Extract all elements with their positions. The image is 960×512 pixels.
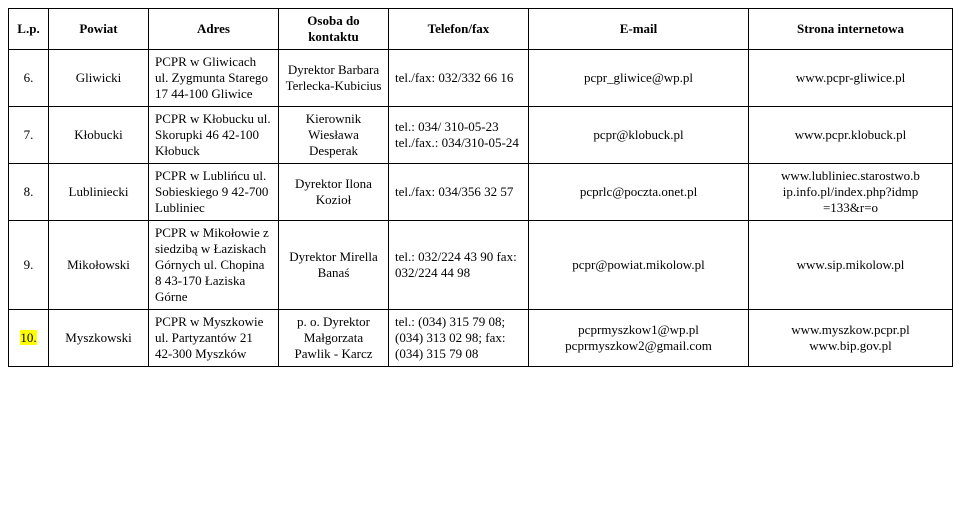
cell-lp: 8. — [9, 164, 49, 221]
cell-lp: 10. — [9, 310, 49, 367]
cell-osoba: Kierownik Wiesława Desperak — [279, 107, 389, 164]
cell-tel: tel./fax: 034/356 32 57 — [389, 164, 529, 221]
cell-powiat: Lubliniecki — [49, 164, 149, 221]
cell-powiat: Myszkowski — [49, 310, 149, 367]
cell-adres: PCPR w Myszkowie ul. Partyzantów 21 42-3… — [149, 310, 279, 367]
cell-adres: PCPR w Lublińcu ul. Sobieskiego 9 42-700… — [149, 164, 279, 221]
cell-adres: PCPR w Kłobucku ul. Skorupki 46 42-100 K… — [149, 107, 279, 164]
cell-strona: www.lubliniec.starostwo.b ip.info.pl/ind… — [749, 164, 953, 221]
cell-strona: www.myszkow.pcpr.pl www.bip.gov.pl — [749, 310, 953, 367]
table-row: 6. Gliwicki PCPR w Gliwicach ul. Zygmunt… — [9, 50, 953, 107]
cell-powiat: Gliwicki — [49, 50, 149, 107]
cell-tel: tel.: (034) 315 79 08; (034) 313 02 98; … — [389, 310, 529, 367]
cell-email: pcpr_gliwice@wp.pl — [529, 50, 749, 107]
header-email: E-mail — [529, 9, 749, 50]
cell-tel: tel.: 034/ 310-05-23 tel./fax.: 034/310-… — [389, 107, 529, 164]
cell-lp: 7. — [9, 107, 49, 164]
cell-tel: tel./fax: 032/332 66 16 — [389, 50, 529, 107]
header-strona: Strona internetowa — [749, 9, 953, 50]
header-powiat: Powiat — [49, 9, 149, 50]
cell-strona: www.pcpr-gliwice.pl — [749, 50, 953, 107]
cell-strona: www.sip.mikolow.pl — [749, 221, 953, 310]
highlight: 10. — [20, 330, 36, 345]
pcpr-directory-table: L.p. Powiat Adres Osoba do kontaktu Tele… — [8, 8, 953, 367]
cell-email: pcprlc@poczta.onet.pl — [529, 164, 749, 221]
header-row: L.p. Powiat Adres Osoba do kontaktu Tele… — [9, 9, 953, 50]
cell-osoba: Dyrektor Ilona Kozioł — [279, 164, 389, 221]
cell-tel: tel.: 032/224 43 90 fax: 032/224 44 98 — [389, 221, 529, 310]
cell-lp: 9. — [9, 221, 49, 310]
table-row: 8. Lubliniecki PCPR w Lublińcu ul. Sobie… — [9, 164, 953, 221]
table-row: 7. Kłobucki PCPR w Kłobucku ul. Skorupki… — [9, 107, 953, 164]
table-row: 9. Mikołowski PCPR w Mikołowie z siedzib… — [9, 221, 953, 310]
header-tel: Telefon/fax — [389, 9, 529, 50]
cell-strona: www.pcpr.klobuck.pl — [749, 107, 953, 164]
table-row: 10. Myszkowski PCPR w Myszkowie ul. Part… — [9, 310, 953, 367]
header-lp: L.p. — [9, 9, 49, 50]
cell-email: pcprmyszkow1@wp.pl pcprmyszkow2@gmail.co… — [529, 310, 749, 367]
cell-osoba: Dyrektor Mirella Banaś — [279, 221, 389, 310]
header-adres: Adres — [149, 9, 279, 50]
cell-osoba: p. o. Dyrektor Małgorzata Pawlik - Karcz — [279, 310, 389, 367]
cell-email: pcpr@klobuck.pl — [529, 107, 749, 164]
cell-adres: PCPR w Mikołowie z siedzibą w Łaziskach … — [149, 221, 279, 310]
cell-lp: 6. — [9, 50, 49, 107]
header-osoba: Osoba do kontaktu — [279, 9, 389, 50]
cell-email: pcpr@powiat.mikolow.pl — [529, 221, 749, 310]
cell-adres: PCPR w Gliwicach ul. Zygmunta Starego 17… — [149, 50, 279, 107]
cell-osoba: Dyrektor Barbara Terlecka-Kubicius — [279, 50, 389, 107]
cell-powiat: Mikołowski — [49, 221, 149, 310]
cell-powiat: Kłobucki — [49, 107, 149, 164]
